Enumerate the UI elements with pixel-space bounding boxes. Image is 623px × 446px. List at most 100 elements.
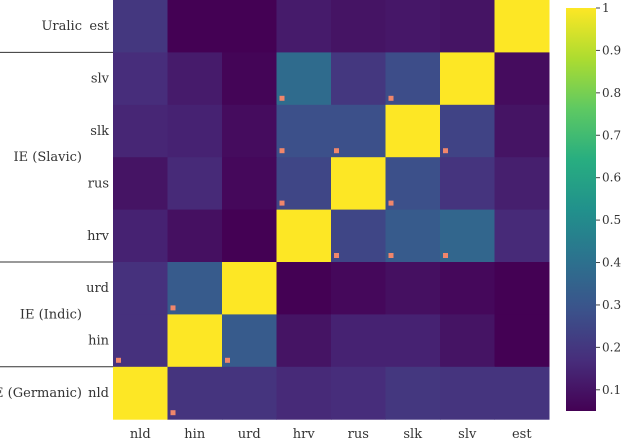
heatmap-cell-hrv-urd [222,209,277,263]
group-label-1: IE (Slavic) [14,150,83,165]
heatmap-cell-slv-slv [440,52,495,106]
heatmap-cell-slk-rus [331,104,386,158]
group-label-2: IE (Indic) [20,307,82,322]
heatmap-cell-slk-nld [113,104,168,158]
significance-marker-hrv-rus [334,253,339,258]
heatmap-cell-rus-urd [222,157,277,211]
heatmap-cell-hin-nld [113,314,168,368]
heatmap-cell-hin-hin [167,314,223,368]
heatmap-cell-est-nld [113,0,168,53]
heatmap-cell-urd-rus [331,262,386,315]
heatmap-cell-hrv-slk [385,209,441,263]
heatmap-cell-rus-hrv [276,157,332,211]
heatmap-cell-hrv-rus [331,209,386,263]
colorbar-tick-label-0.3: 0.3 [602,298,621,312]
heatmap-cell-est-urd [222,0,277,53]
heatmap-cell-urd-est [494,262,550,315]
y-tick-label-rus: rus [88,176,109,191]
significance-marker-hin-urd [225,357,230,363]
heatmap-cell-slv-rus [331,52,386,106]
y-tick-label-est: est [89,19,109,34]
x-tick-label-urd: urd [238,427,261,442]
heatmap-cell-est-rus [331,0,386,53]
heatmap-cell-rus-slv [440,157,495,211]
heatmap-cell-hin-slk [385,314,441,368]
y-axis-group-labels: Uralic IE (Slavic) IE (Indic) IE (Germanic) [0,19,113,401]
heatmap-cell-slk-hrv [276,104,332,158]
heatmap-cell-slv-urd [222,52,277,106]
significance-marker-slk-hrv [279,148,285,154]
x-tick-label-slv: slv [458,427,477,442]
heatmap-cell-hin-slv [440,314,495,368]
heatmap-cell-nld-est [494,366,550,420]
heatmap-cell-nld-urd [222,366,277,420]
heatmap-cell-slv-nld [113,52,168,106]
colorbar-tick-label-0.6: 0.6 [602,171,621,185]
heatmap-cell-est-slk [385,0,441,53]
y-axis-tick-labels: est slv slk rus hrv urd hin nld [86,19,110,401]
y-tick-label-hin: hin [88,334,110,349]
y-tick-label-nld: nld [88,386,109,401]
heatmap-cells [113,0,550,420]
heatmap-cell-est-hin [167,0,223,53]
heatmap-cell-nld-slk [385,366,441,420]
y-tick-label-urd: urd [86,281,109,296]
heatmap-cell-slv-hin [167,52,223,106]
heatmap-cell-slv-est [494,52,550,106]
group-label-0: Uralic [41,19,82,34]
heatmap-cell-urd-slv [440,262,495,315]
significance-marker-rus-hrv [279,200,285,206]
significance-marker-hrv-slv [443,253,448,258]
y-tick-label-slk: slk [90,124,109,139]
heatmap-cell-rus-nld [113,157,168,211]
colorbar-tick-label-0.5: 0.5 [602,213,621,227]
significance-marker-hrv-slk [388,253,394,258]
heatmap-cell-hin-est [494,314,550,368]
heatmap-cell-est-slv [440,0,495,53]
heatmap-cell-urd-slk [385,262,441,315]
heatmap-cell-slv-hrv [276,52,332,106]
heatmap-cell-rus-hin [167,157,223,211]
colorbar: 0.1 0.2 0.3 0.4 0.5 0.6 0.7 0.8 0.9 1 [566,1,621,411]
heatmap-cell-slk-slk [385,104,441,158]
y-tick-label-hrv: hrv [87,229,110,244]
colorbar-tick-label-0.2: 0.2 [602,340,621,354]
significance-marker-urd-hin [170,305,176,311]
heatmap-cell-hin-urd [222,314,277,368]
heatmap-cell-slv-slk [385,52,441,106]
x-tick-label-hin: hin [184,427,206,442]
heatmap-cell-hrv-slv [440,209,495,263]
heatmap-cell-hrv-hin [167,209,223,263]
heatmap-cell-nld-hin [167,366,223,420]
heatmap-cell-urd-hin [167,262,223,315]
colorbar-gradient [566,8,596,411]
colorbar-tick-label-0.9: 0.9 [602,43,621,57]
significance-marker-hin-nld [116,357,121,363]
significance-marker-rus-slk [388,200,394,206]
significance-marker-slk-slv [443,148,448,154]
heatmap-cell-urd-nld [113,262,168,315]
y-tick-label-slv: slv [91,72,110,87]
x-tick-label-est: est [512,427,532,442]
heatmap-cell-slk-slv [440,104,495,158]
x-tick-label-nld: nld [130,427,151,442]
heatmap-cell-nld-hrv [276,366,332,420]
significance-marker-nld-hin [170,410,176,416]
significance-markers [116,95,448,416]
significance-marker-slv-slk [388,95,394,101]
heatmap-cell-rus-slk [385,157,441,211]
group-label-3: IE (Germanic) [0,386,82,401]
heatmap-cell-nld-rus [331,366,386,420]
colorbar-tick-label-0.1: 0.1 [602,383,621,397]
colorbar-tick-label-0.8: 0.8 [602,86,621,100]
heatmap-cell-est-hrv [276,0,332,53]
heatmap-cell-hin-rus [331,314,386,368]
colorbar-tick-label-1: 1 [602,1,610,15]
heatmap-cell-urd-hrv [276,262,332,315]
x-tick-label-slk: slk [403,427,422,442]
heatmap-cell-est-est [494,0,550,53]
x-tick-label-rus: rus [348,427,369,442]
heatmap-cell-slk-urd [222,104,277,158]
heatmap-cell-hrv-est [494,209,550,263]
heatmap-cell-slk-est [494,104,550,158]
